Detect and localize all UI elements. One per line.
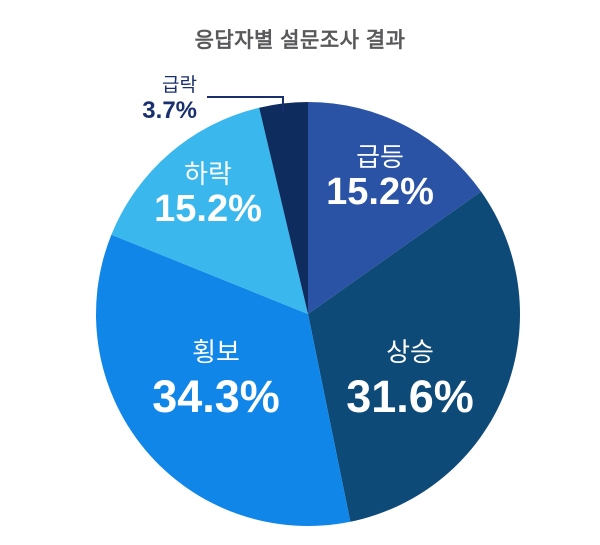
chart-title: 응답자별 설문조사 결과 [194, 29, 406, 52]
pie-slice-0 [308, 102, 482, 314]
pie-slices-group [95, 102, 520, 527]
pie-slice-1 [308, 191, 520, 522]
pie-slice-2 [95, 234, 351, 527]
pie-slice-4 [259, 102, 308, 314]
plunge-callout-line [207, 96, 284, 111]
pie-slice-3 [111, 107, 308, 314]
